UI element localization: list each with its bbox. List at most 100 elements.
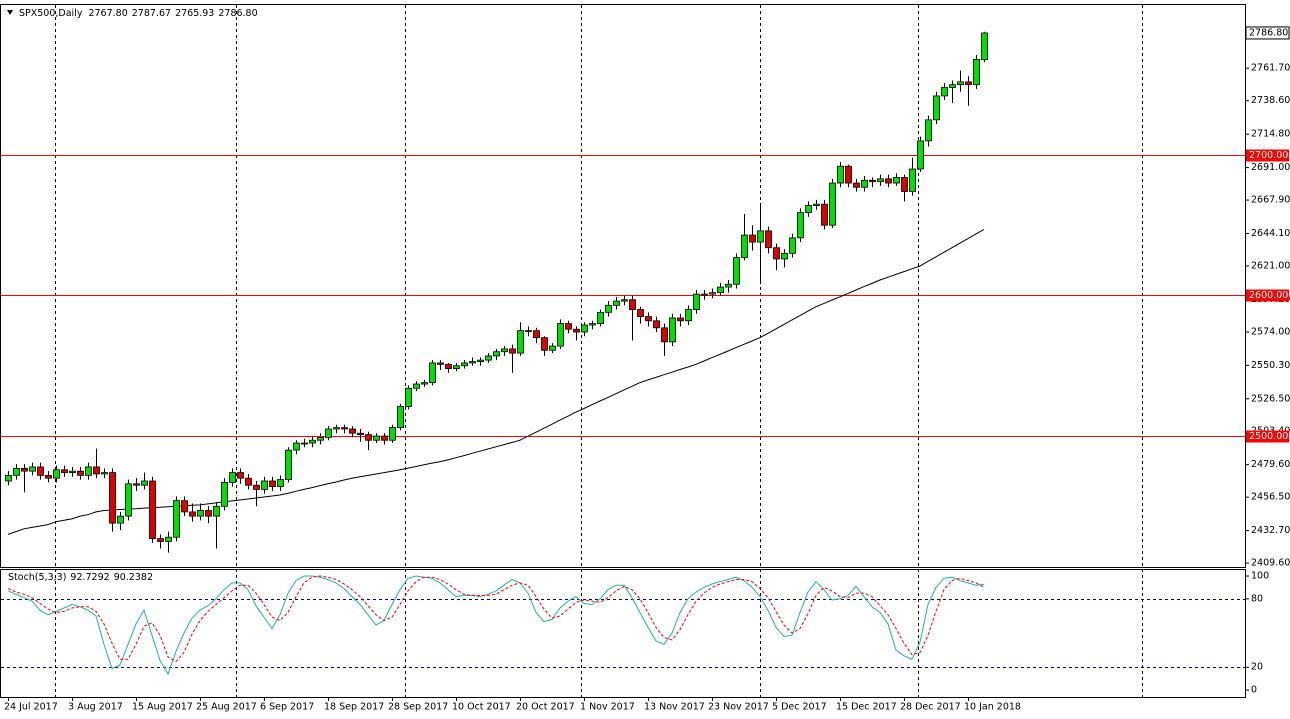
candle-body (501, 348, 508, 353)
candle-body (21, 467, 28, 472)
level-label: 2500.00 (1249, 431, 1288, 442)
stoch-header: Stoch(5,3,3) 92.7292 90.2382 (8, 572, 153, 583)
candle-body (941, 87, 948, 97)
candle-body (421, 382, 428, 385)
candle-body (909, 168, 916, 192)
candle-body (397, 406, 404, 428)
candle-body (717, 286, 724, 294)
candle-body (237, 472, 244, 479)
x-tick-label: 1 Nov 2017 (580, 702, 635, 713)
candle-body (253, 484, 260, 490)
candle-body (557, 323, 564, 347)
y-tick-label: 2691.00 (1251, 162, 1290, 173)
high-label: 2787.67 (132, 8, 171, 19)
candle-body (245, 477, 252, 486)
candle-body (77, 470, 84, 476)
candle-body (413, 383, 420, 389)
stoch-tick-label: 80 (1251, 593, 1263, 604)
candle-body (189, 511, 196, 517)
price-panel-border (0, 4, 1246, 568)
candle-body (981, 32, 988, 61)
x-tick-label: 3 Aug 2017 (68, 702, 123, 713)
candle-body (517, 330, 524, 354)
menu-triangle[interactable] (7, 10, 13, 15)
candle-body (13, 467, 20, 476)
y-tick-label: 2409.60 (1251, 558, 1290, 569)
candle-body (45, 474, 52, 479)
y-tick-label: 2621.00 (1251, 260, 1290, 271)
candle-body (797, 212, 804, 239)
candle-body (877, 178, 884, 183)
candle-body (669, 317, 676, 343)
candle-body (725, 283, 732, 288)
candle-body (221, 481, 228, 507)
candle-body (485, 355, 492, 361)
candle-body (293, 442, 300, 451)
stoch-signal-label: 90.2382 (114, 572, 153, 583)
level-label: 2600.00 (1249, 290, 1288, 301)
stoch-signal-line (7, 575, 985, 663)
candle-body (157, 538, 164, 542)
candle-body (645, 316, 652, 322)
candle-body (277, 479, 284, 488)
candle-body (629, 299, 636, 310)
candle-body (437, 362, 444, 365)
candle-body (925, 119, 932, 142)
low-label: 2765.93 (175, 8, 214, 19)
candle-body (453, 365, 460, 369)
candle-body (885, 178, 892, 184)
candle-body (37, 466, 44, 476)
moving-average (7, 228, 985, 535)
y-tick-label: 2456.50 (1251, 492, 1290, 503)
candle-body (285, 449, 292, 480)
x-tick-label: 28 Dec 2017 (900, 702, 961, 713)
y-tick-label: 2550.30 (1251, 360, 1290, 371)
candle-body (581, 324, 588, 333)
stoch-tick-label: 20 (1251, 662, 1263, 673)
candle-body (229, 472, 236, 483)
y-tick-label: 2714.80 (1251, 129, 1290, 140)
candle-body (621, 299, 628, 302)
candle-body (845, 165, 852, 184)
candle-body (565, 323, 572, 330)
candle-body (477, 359, 484, 362)
candle-body (765, 230, 772, 249)
candle-body (269, 480, 276, 488)
candle-body (957, 81, 964, 86)
candle-body (261, 480, 268, 490)
candle-body (349, 428, 356, 434)
candle-body (781, 252, 788, 260)
x-tick-label: 13 Nov 2017 (644, 702, 705, 713)
candle-body (405, 387, 412, 407)
candle-body (637, 309, 644, 317)
candle-body (117, 515, 124, 524)
y-tick-label: 2526.50 (1251, 393, 1290, 404)
x-tick-label: 25 Aug 2017 (196, 702, 257, 713)
candle-body (141, 480, 148, 486)
candle-body (973, 58, 980, 86)
candle-body (605, 304, 612, 313)
candle-body (5, 474, 12, 482)
candle-body (677, 317, 684, 322)
candle-body (773, 247, 780, 260)
candle-body (789, 237, 796, 254)
current-price-box (1245, 26, 1290, 40)
candle-body (85, 466, 92, 476)
candle-body (317, 437, 324, 441)
x-tick-label: 15 Dec 2017 (836, 702, 897, 713)
candle-body (949, 84, 956, 88)
candle-body (613, 300, 620, 306)
stoch-panel-border (0, 569, 1246, 698)
candle-body (61, 469, 68, 473)
candle-body (373, 435, 380, 441)
candle-body (101, 472, 108, 475)
x-tick-label: 24 Jul 2017 (4, 702, 58, 713)
level-label-box (1246, 289, 1289, 302)
candle-body (53, 469, 60, 479)
candle-body (493, 351, 500, 357)
y-tick-label: 2432.70 (1251, 525, 1290, 536)
candle-body (733, 257, 740, 285)
current-price-label: 2786.80 (1249, 27, 1288, 38)
